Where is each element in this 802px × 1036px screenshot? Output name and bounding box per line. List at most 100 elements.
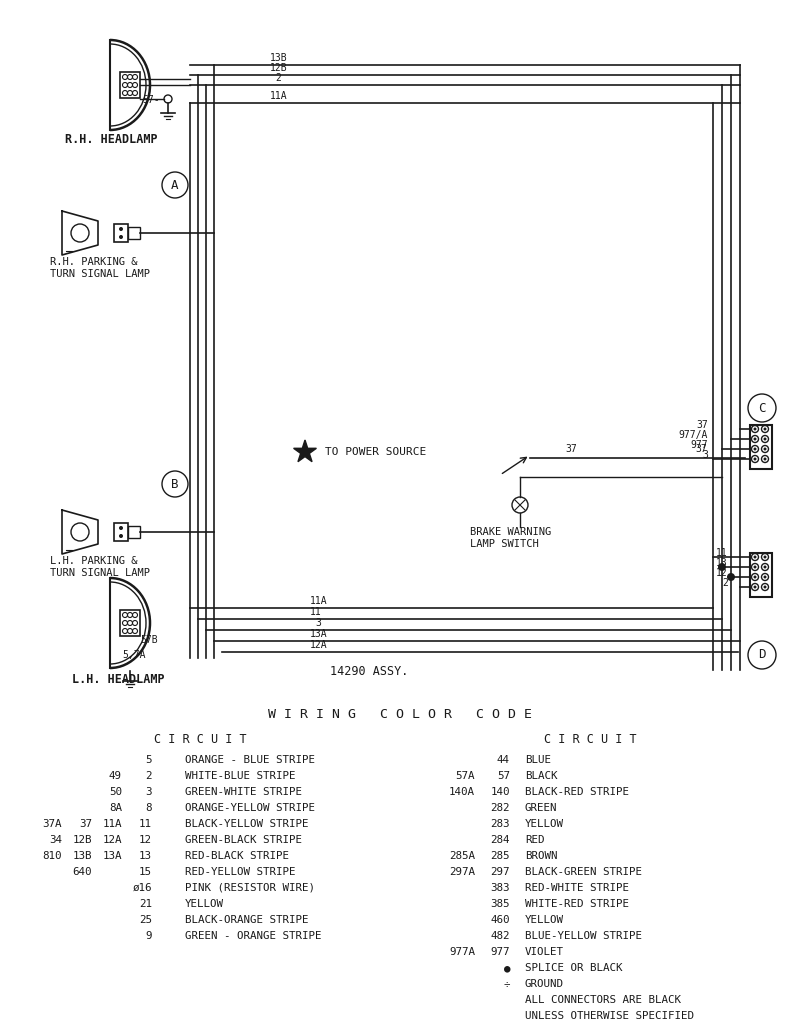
Circle shape (751, 553, 758, 560)
Circle shape (751, 426, 758, 432)
Text: 12B: 12B (269, 63, 287, 73)
Text: 57-: 57- (142, 95, 160, 105)
Circle shape (751, 564, 758, 571)
Text: 977: 977 (690, 440, 707, 450)
Text: LAMP SWITCH: LAMP SWITCH (469, 539, 538, 549)
Text: 2: 2 (721, 578, 727, 588)
Text: VIOLET: VIOLET (525, 947, 563, 957)
Circle shape (760, 435, 768, 442)
Text: 57: 57 (496, 771, 509, 781)
Text: BLACK-RED STRIPE: BLACK-RED STRIPE (525, 787, 628, 797)
Text: BLUE: BLUE (525, 755, 550, 765)
Text: 57A: 57A (455, 771, 475, 781)
Circle shape (763, 437, 766, 440)
Text: 2: 2 (145, 771, 152, 781)
Text: 283: 283 (490, 819, 509, 829)
Text: 2: 2 (274, 73, 281, 83)
Text: B: B (171, 478, 179, 490)
Text: 12: 12 (715, 568, 727, 578)
Circle shape (763, 428, 766, 431)
Text: ÷: ÷ (503, 979, 509, 989)
Text: 977A: 977A (448, 947, 475, 957)
Text: YELLOW: YELLOW (525, 915, 563, 925)
Circle shape (760, 445, 768, 453)
Text: TURN SIGNAL LAMP: TURN SIGNAL LAMP (50, 568, 150, 578)
Text: 13B: 13B (269, 53, 287, 63)
Text: L.H. HEADLAMP: L.H. HEADLAMP (72, 673, 164, 686)
Text: 3: 3 (701, 450, 707, 460)
Text: 8A: 8A (109, 803, 122, 813)
Text: 34: 34 (49, 835, 62, 845)
Text: 810: 810 (43, 851, 62, 861)
Circle shape (763, 585, 766, 588)
Bar (749, 553, 771, 597)
Text: GREEN-BLACK STRIPE: GREEN-BLACK STRIPE (184, 835, 302, 845)
Circle shape (763, 566, 766, 569)
Circle shape (760, 564, 768, 571)
Text: RED: RED (525, 835, 544, 845)
Text: 9: 9 (145, 931, 152, 941)
Text: RED-BLACK STRIPE: RED-BLACK STRIPE (184, 851, 289, 861)
Text: 13: 13 (715, 558, 727, 568)
Text: D: D (757, 649, 765, 662)
Text: 140: 140 (490, 787, 509, 797)
Circle shape (751, 574, 758, 580)
Text: SPLICE OR BLACK: SPLICE OR BLACK (525, 963, 622, 973)
Circle shape (752, 458, 755, 460)
Circle shape (752, 576, 755, 578)
Bar (119, 610, 140, 636)
Text: 37: 37 (695, 420, 707, 430)
Text: 21: 21 (139, 899, 152, 909)
Circle shape (726, 573, 734, 581)
Text: 284: 284 (490, 835, 509, 845)
Text: 11A: 11A (310, 596, 327, 606)
Circle shape (751, 435, 758, 442)
Text: 13B: 13B (72, 851, 92, 861)
Circle shape (760, 574, 768, 580)
Circle shape (763, 576, 766, 578)
Text: BLACK-GREEN STRIPE: BLACK-GREEN STRIPE (525, 867, 642, 877)
Text: 13A: 13A (310, 629, 327, 639)
Text: 5,7A: 5,7A (122, 650, 145, 660)
Text: R.H. PARKING &: R.H. PARKING & (50, 257, 137, 267)
Text: 11: 11 (310, 607, 322, 617)
Text: 25: 25 (139, 915, 152, 925)
Text: BLACK-ORANGE STRIPE: BLACK-ORANGE STRIPE (184, 915, 308, 925)
Text: 977: 977 (490, 947, 509, 957)
Text: A: A (171, 178, 179, 192)
Text: WHITE-RED STRIPE: WHITE-RED STRIPE (525, 899, 628, 909)
Bar (114, 224, 128, 242)
Text: ø16: ø16 (132, 883, 152, 893)
Circle shape (760, 426, 768, 432)
Circle shape (119, 227, 123, 231)
Text: ●: ● (503, 963, 509, 973)
Text: BRAKE WARNING: BRAKE WARNING (469, 527, 550, 537)
Text: 12B: 12B (72, 835, 92, 845)
Bar (119, 71, 140, 98)
Text: C I R C U I T: C I R C U I T (543, 733, 635, 746)
Circle shape (751, 583, 758, 591)
Text: RED-YELLOW STRIPE: RED-YELLOW STRIPE (184, 867, 295, 877)
Text: 3: 3 (314, 618, 321, 628)
Text: C: C (757, 402, 765, 414)
Text: 8: 8 (145, 803, 152, 813)
Text: GREEN: GREEN (525, 803, 557, 813)
Circle shape (752, 555, 755, 558)
Text: 37A: 37A (43, 819, 62, 829)
Circle shape (752, 428, 755, 431)
Text: 640: 640 (72, 867, 92, 877)
Bar (749, 425, 771, 469)
Circle shape (751, 445, 758, 453)
Text: L.H. PARKING &: L.H. PARKING & (50, 556, 137, 566)
Circle shape (751, 456, 758, 462)
Bar (114, 523, 128, 541)
Text: 11A: 11A (103, 819, 122, 829)
Text: 12A: 12A (103, 835, 122, 845)
Circle shape (763, 448, 766, 451)
Text: 11: 11 (139, 819, 152, 829)
Text: 297: 297 (490, 867, 509, 877)
Circle shape (119, 526, 123, 530)
Text: TO POWER SOURCE: TO POWER SOURCE (325, 447, 426, 457)
Text: YELLOW: YELLOW (184, 899, 224, 909)
Circle shape (763, 458, 766, 460)
